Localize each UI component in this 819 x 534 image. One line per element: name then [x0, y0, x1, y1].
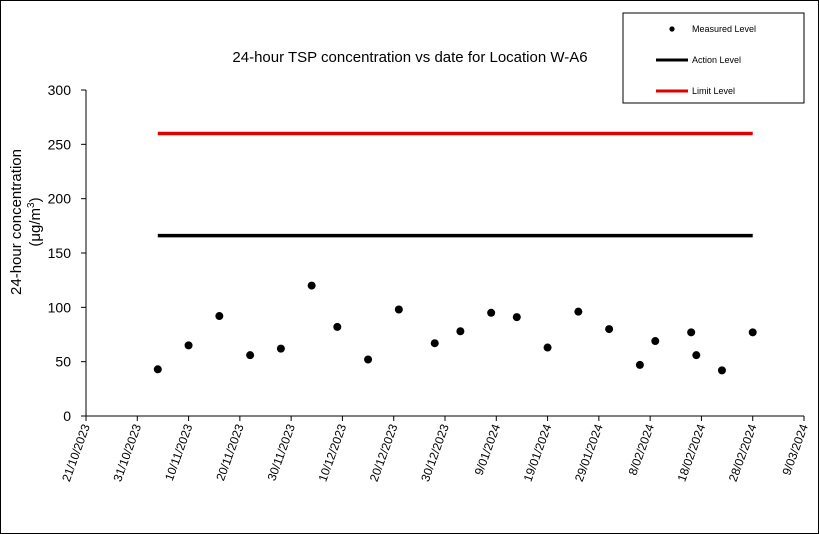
legend: Measured Level Action Level Limit Level — [622, 12, 805, 104]
measured-point — [153, 365, 162, 374]
y-axis-label: 24-hour concentration (μg/m3) — [8, 149, 44, 295]
legend-label-measured-level: Measured Level — [692, 24, 756, 34]
measured-point — [456, 327, 465, 336]
measured-point — [215, 312, 224, 321]
measured-point — [543, 343, 552, 352]
y-axis-label-line2: (μg/m3) — [26, 197, 44, 246]
x-tick-label: 29/01/2024 — [572, 422, 606, 484]
x-tick-label: 19/01/2024 — [521, 422, 555, 484]
y-tick-label: 250 — [48, 136, 72, 152]
measured-point — [687, 328, 696, 337]
measured-point — [184, 341, 193, 350]
measured-point — [364, 355, 373, 364]
chart-title: 24-hour TSP concentration vs date for Lo… — [232, 49, 587, 66]
measured-point — [430, 339, 439, 348]
x-tick-label: 31/10/2023 — [110, 422, 144, 484]
y-tick-label: 50 — [55, 354, 71, 370]
legend-label-limit-level: Limit Level — [692, 86, 735, 96]
x-tick-label: 30/12/2023 — [418, 422, 452, 484]
measured-point — [651, 337, 660, 346]
y-axis-label-line1: 24-hour concentration — [8, 149, 25, 295]
x-tick-label: 20/11/2023 — [213, 422, 247, 483]
legend-marker-measured-level — [669, 26, 675, 32]
x-tick-label: 21/10/2023 — [59, 422, 93, 484]
y-tick-label: 300 — [48, 82, 72, 98]
measured-point — [574, 307, 583, 316]
x-tick-label: 30/11/2023 — [265, 422, 299, 483]
x-tick-label: 18/02/2024 — [675, 422, 709, 484]
measured-point — [276, 344, 285, 353]
legend-label-action-level: Action Level — [692, 55, 741, 65]
x-tick-label: 10/12/2023 — [316, 422, 350, 484]
x-tick-label: 8/02/2024 — [626, 422, 658, 477]
level-lines — [157, 131, 753, 238]
measured-point — [246, 351, 255, 360]
measured-point — [717, 366, 726, 375]
x-tick-label: 20/12/2023 — [367, 422, 401, 484]
measured-point — [487, 308, 496, 317]
measured-point — [692, 351, 701, 360]
y-tick-label: 100 — [48, 299, 72, 315]
x-tick-label: 28/02/2024 — [726, 422, 760, 484]
measured-point — [512, 313, 521, 322]
y-tick-label: 0 — [63, 408, 71, 424]
legend-box — [622, 12, 805, 104]
measured-point — [333, 322, 342, 331]
measured-point — [635, 360, 644, 369]
x-tick-label: 10/11/2023 — [162, 422, 196, 483]
x-tick-label: 9/01/2024 — [472, 422, 504, 477]
axes: 0 50 100 150 200 250 300 21/10/2023 31/10/2023 10… — [48, 82, 811, 483]
measured-point — [605, 325, 614, 334]
x-tick-label: 9/03/2024 — [779, 422, 811, 477]
y-tick-label: 150 — [48, 245, 72, 261]
measured-point — [748, 328, 757, 337]
measured-point — [307, 281, 316, 290]
measured-point — [394, 305, 403, 314]
y-tick-label: 200 — [48, 191, 72, 207]
measured-points — [153, 281, 757, 375]
